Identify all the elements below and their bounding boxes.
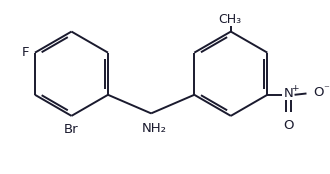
- Text: Br: Br: [64, 122, 79, 136]
- Text: F: F: [22, 46, 30, 59]
- Text: NH₂: NH₂: [142, 122, 167, 135]
- Text: O: O: [283, 119, 294, 132]
- Text: +: +: [291, 84, 298, 93]
- Text: O: O: [313, 86, 324, 99]
- Text: CH₃: CH₃: [218, 13, 241, 26]
- Text: ⁻: ⁻: [323, 84, 329, 94]
- Text: N: N: [284, 87, 293, 100]
